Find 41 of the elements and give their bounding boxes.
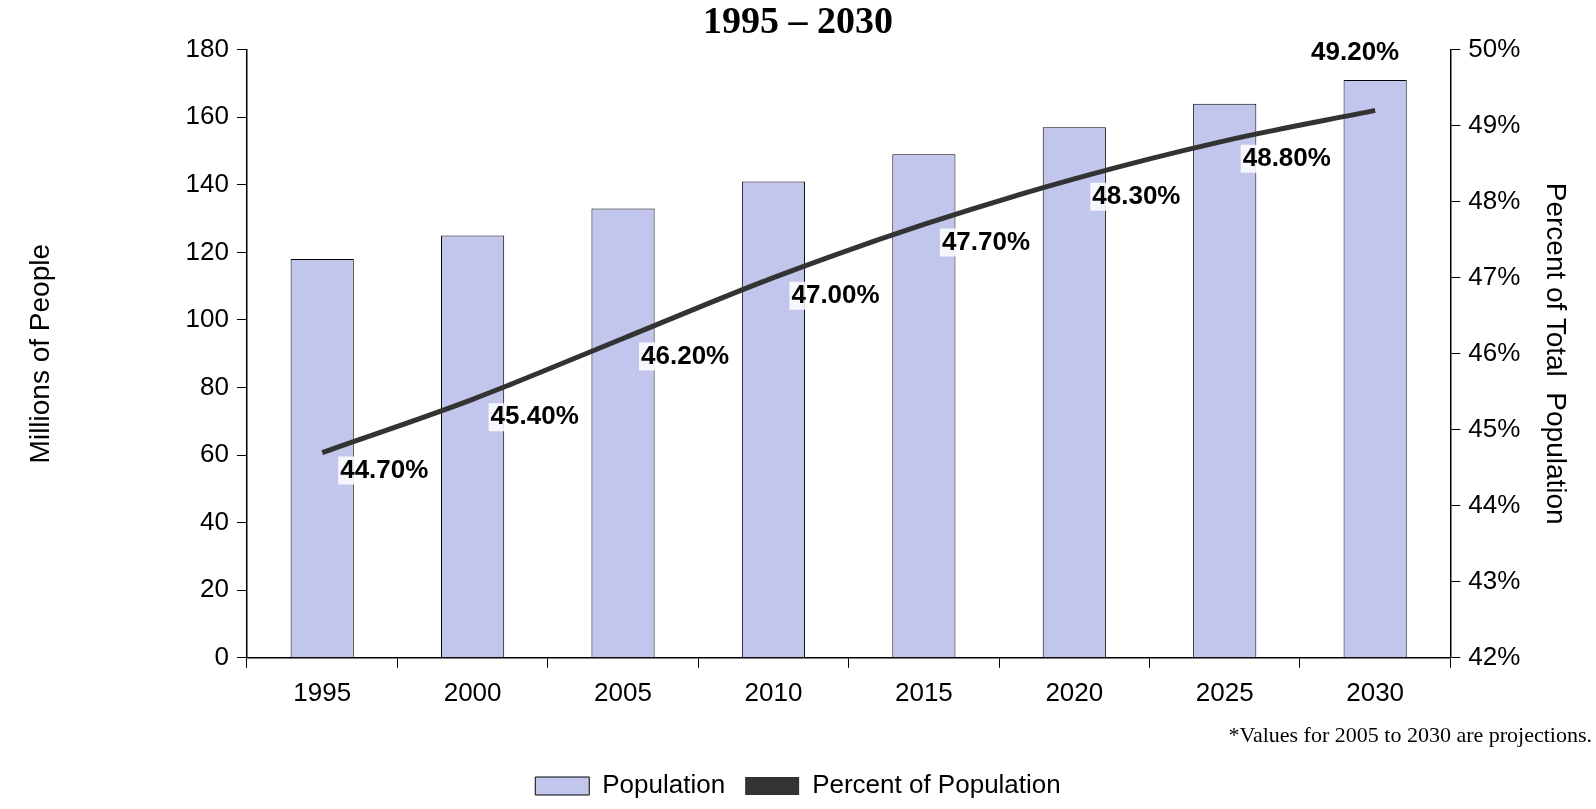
x-tick-label: 2030 — [1346, 676, 1405, 707]
data-label: 48.30% — [1092, 180, 1181, 211]
data-label: 47.00% — [791, 278, 880, 309]
y-tick-label: 100 — [185, 303, 229, 334]
y2-tick-label: 50% — [1468, 32, 1521, 63]
data-label: 46.20% — [641, 339, 730, 370]
y2-tick-label: 42% — [1468, 640, 1521, 671]
x-tick-label: 2020 — [1045, 676, 1104, 707]
data-label: 47.70% — [941, 225, 1031, 256]
y-tick-label: 20 — [200, 573, 229, 604]
data-label: 44.70% — [340, 453, 429, 484]
x-tick-label: 2015 — [894, 676, 953, 707]
y2-tick-label: 47% — [1468, 260, 1521, 291]
y2-tick-label: 44% — [1468, 488, 1521, 519]
x-tick-label: 2000 — [443, 676, 502, 707]
y2-tick-label: 45% — [1468, 412, 1521, 443]
y-axis-title: Millions of People — [23, 243, 55, 464]
x-tick-label: 2010 — [744, 676, 803, 707]
x-tick-label: 1995 — [293, 676, 352, 707]
data-label: 48.80% — [1242, 142, 1331, 172]
y2-tick-label: 46% — [1468, 336, 1521, 367]
y-tick-label: 160 — [185, 100, 229, 131]
data-label: 49.20% — [1311, 35, 1400, 66]
y-tick-label: 140 — [185, 167, 229, 198]
y-tick-label: 60 — [200, 438, 229, 469]
y2-axis-title: Percent of Total Population — [1541, 182, 1573, 525]
x-tick-label: 2005 — [594, 676, 652, 707]
chart-title: 1995 – 2030 — [703, 0, 893, 41]
y2-tick-label: 48% — [1468, 184, 1521, 215]
data-label: 45.40% — [490, 400, 579, 431]
y-tick-label: 180 — [185, 32, 229, 63]
y-tick-label: 40 — [200, 505, 229, 536]
legend-label: Percent of Population — [812, 769, 1061, 800]
text: *Values for 2005 to 2030 are projections. — [1228, 722, 1592, 748]
y2-tick-label: 43% — [1468, 564, 1521, 595]
y-tick-label: 120 — [185, 235, 229, 266]
y-tick-label: 0 — [214, 640, 229, 671]
y2-tick-label: 49% — [1468, 108, 1521, 139]
legend-label: Population — [602, 769, 726, 800]
x-tick-label: 2025 — [1195, 676, 1254, 707]
y-tick-label: 80 — [200, 370, 229, 401]
